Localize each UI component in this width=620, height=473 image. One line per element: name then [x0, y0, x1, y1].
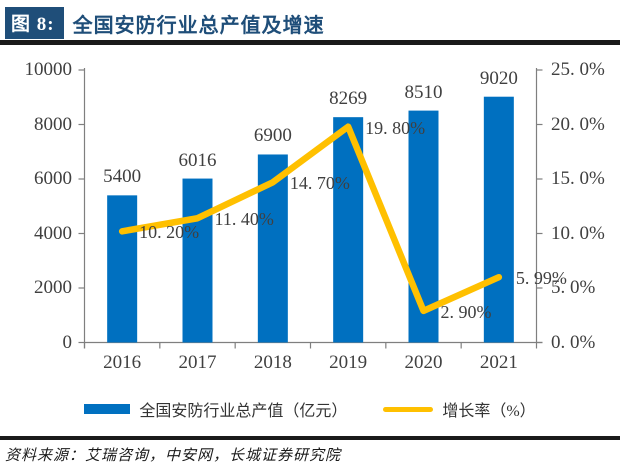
left-axis-tick-label: 0	[62, 331, 73, 353]
legend-item-growth-rate: 增长率（%）	[383, 397, 536, 421]
chart-legend: 全国安防行业总产值（亿元） 增长率（%）	[0, 397, 620, 421]
x-axis-label: 2017	[178, 352, 217, 373]
left-axis-tick-label: 4000	[34, 222, 72, 244]
legend-label-output-value: 全国安防行业总产值（亿元）	[139, 403, 348, 420]
x-axis-label: 2018	[253, 352, 292, 373]
right-axis-tick-label: 0. 0%	[551, 331, 596, 353]
left-axis-tick-label: 6000	[34, 168, 72, 189]
line-point-label: 10. 20%	[139, 222, 200, 243]
line-point-label: 5. 99%	[515, 268, 567, 289]
left-axis-tick-label: 8000	[34, 113, 72, 135]
bar-2016	[107, 195, 138, 343]
right-axis-tick-label: 20. 0%	[551, 113, 605, 135]
right-axis-tick-label: 10. 0%	[551, 222, 605, 244]
source-note: 资料来源：艾瑞咨询，中安网，长城证券研究院	[5, 448, 342, 464]
x-axis-label: 2020	[404, 352, 443, 373]
bar-value-label: 6900	[253, 125, 292, 147]
line-point-label: 2. 90%	[440, 301, 492, 322]
line-point-label: 14. 70%	[289, 173, 350, 194]
right-axis-tick-label: 5. 0%	[551, 277, 596, 298]
figure-header: 图 8: 全国安防行业总产值及增速	[5, 7, 325, 39]
bar-series-swatch	[84, 404, 131, 414]
footer-rule	[0, 436, 620, 440]
bar-value-label: 8510	[404, 81, 443, 103]
figure-title: 全国安防行业总产值及增速	[72, 14, 325, 37]
left-axis-tick-label: 2000	[34, 277, 72, 298]
legend-label-growth-rate: 增长率（%）	[442, 403, 536, 420]
x-axis-label: 2021	[479, 352, 518, 373]
left-axis-tick-label: 10000	[24, 59, 73, 80]
header-rule	[0, 40, 620, 45]
bar-value-label: 6016	[178, 149, 217, 171]
bar-value-label: 8269	[329, 88, 368, 110]
line-series-swatch	[383, 406, 434, 412]
bar-2017	[182, 178, 213, 343]
growth-rate-line	[118, 123, 503, 315]
line-point-label: 11. 40%	[214, 209, 274, 230]
right-axis-tick-label: 15. 0%	[551, 168, 605, 189]
x-axis-label: 2019	[329, 352, 368, 373]
legend-item-output-value: 全国安防行业总产值（亿元）	[84, 397, 347, 421]
bar-value-label: 5400	[103, 166, 142, 188]
line-point-label: 19. 80%	[365, 117, 426, 138]
figure-number-badge: 图 8:	[5, 7, 64, 39]
bar-2021	[483, 96, 514, 343]
x-axis-label: 2016	[103, 352, 142, 373]
bar-value-label: 9020	[479, 67, 518, 89]
right-axis-tick-label: 25. 0%	[551, 59, 605, 80]
